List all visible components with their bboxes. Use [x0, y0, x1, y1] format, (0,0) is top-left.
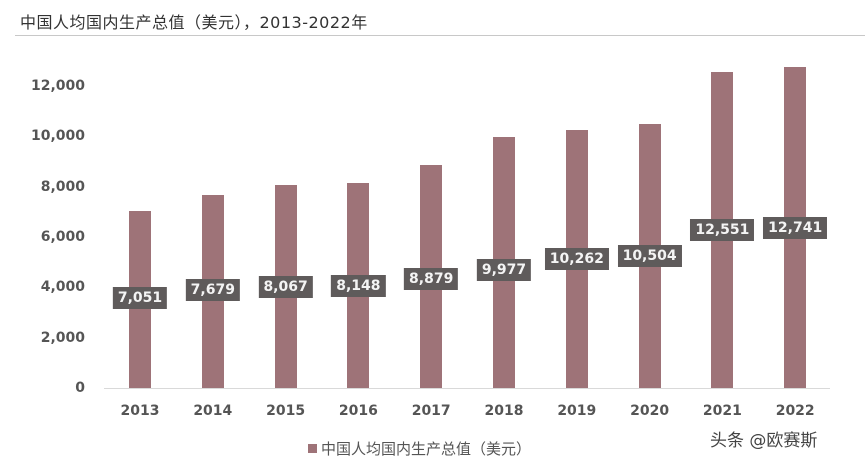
x-axis-tick-label: 2018	[484, 403, 524, 419]
data-label-2015: 8,067	[258, 276, 313, 298]
x-axis-line	[104, 388, 830, 389]
y-axis-tick-label: 8,000	[40, 178, 85, 195]
y-axis-tick-label: 4,000	[40, 279, 85, 296]
x-axis-tick-label: 2022	[775, 403, 815, 419]
x-axis-tick-label: 2016	[338, 403, 378, 419]
y-axis-tick-label: 10,000	[30, 128, 85, 145]
legend-label: 中国人均国内生产总值（美元）	[321, 440, 532, 458]
data-label-2013: 7,051	[112, 287, 168, 309]
data-label-2017: 8,879	[404, 268, 459, 290]
chart-title: 中国人均国内生产总值（美元），2013-2022年	[20, 13, 368, 32]
y-axis-tick-label: 6,000	[40, 229, 85, 245]
title-divider	[15, 35, 865, 36]
x-axis-tick-label: 2019	[557, 403, 597, 419]
x-axis-tick-label: 2013	[120, 403, 160, 419]
data-label-2018: 9,977	[476, 259, 532, 281]
x-axis-tick-label: 2014	[193, 403, 233, 419]
data-label-2020: 10,504	[617, 245, 682, 267]
data-label-2014: 7,679	[185, 279, 240, 301]
data-label-2021: 12,551	[690, 219, 755, 241]
x-axis-tick-label: 2020	[630, 403, 670, 419]
legend-swatch-icon	[308, 444, 317, 453]
x-axis-tick-label: 2021	[702, 403, 742, 419]
data-label-2016: 8,148	[331, 275, 386, 297]
x-axis-tick-label: 2017	[411, 403, 451, 419]
data-label-2019: 10,262	[544, 248, 609, 270]
watermark: 头条 @欧赛斯	[710, 431, 818, 451]
data-label-2022: 12,741	[763, 217, 828, 239]
chart-legend: 中国人均国内生产总值（美元）	[308, 438, 531, 459]
y-axis-tick-label: 0	[75, 380, 85, 396]
x-axis-tick-label: 2015	[266, 403, 306, 419]
y-axis-tick-label: 2,000	[40, 329, 85, 346]
y-axis-tick-label: 12,000	[30, 78, 85, 94]
